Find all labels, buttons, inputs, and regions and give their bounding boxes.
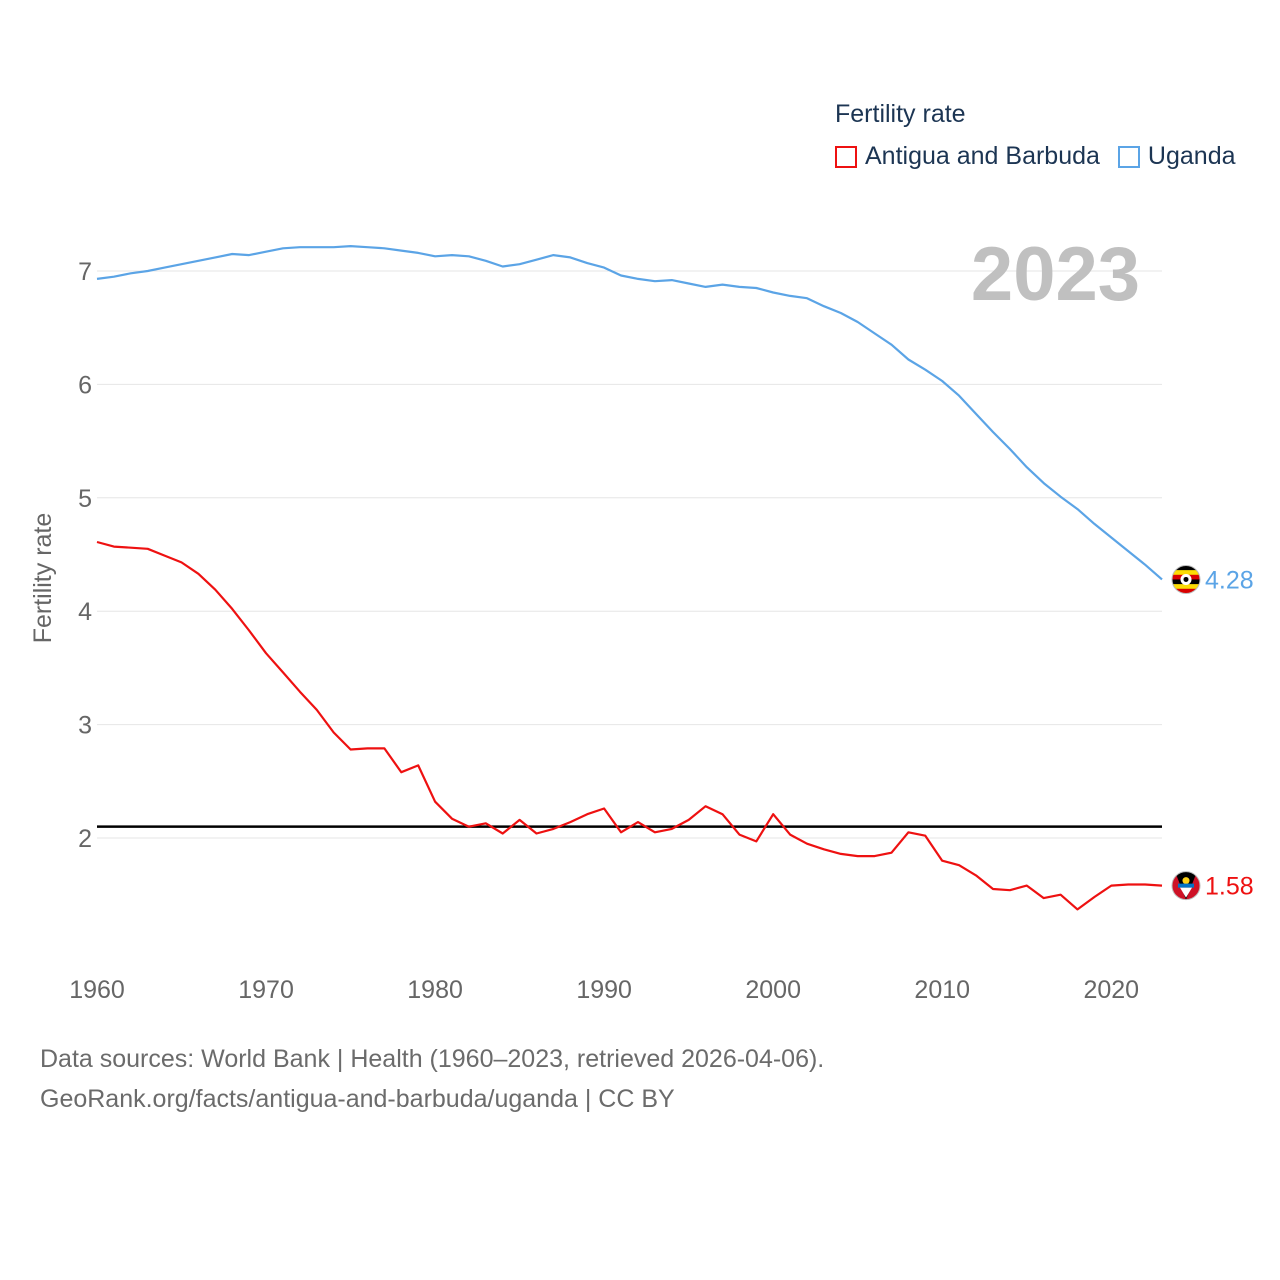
x-tick-label: 1990 bbox=[576, 976, 632, 1004]
end-markers: 1.58 4.28 bbox=[1171, 564, 1254, 901]
series-line-antigua-and-barbuda bbox=[96, 540, 1163, 911]
series-line-uganda bbox=[96, 245, 1163, 581]
legend-item-uganda[interactable]: Uganda bbox=[1117, 142, 1236, 171]
series-lines bbox=[96, 245, 1163, 911]
x-tick-label: 1960 bbox=[69, 976, 125, 1004]
year-label: 2023 bbox=[971, 232, 1140, 317]
y-tick-label: 2 bbox=[78, 825, 92, 853]
x-tick-label: 2000 bbox=[745, 976, 801, 1004]
legend-label-uganda: Uganda bbox=[1147, 142, 1236, 170]
x-tick-label: 1970 bbox=[238, 976, 294, 1004]
y-tick-label: 4 bbox=[78, 598, 92, 626]
legend: Antigua and Barbuda Uganda bbox=[835, 142, 1236, 171]
footer-link[interactable]: GeoRank.org/facts/antigua-and-barbuda/ug… bbox=[40, 1085, 675, 1113]
y-tick-label: 3 bbox=[78, 712, 92, 740]
y-tick-label: 5 bbox=[78, 485, 92, 513]
y-axis-ticks: 2 3 4 5 6 7 bbox=[78, 258, 92, 853]
legend-label-antigua: Antigua and Barbuda bbox=[865, 142, 1100, 170]
end-value-label: 1.58 bbox=[1205, 873, 1254, 901]
x-tick-label: 2010 bbox=[914, 976, 970, 1004]
y-tick-label: 7 bbox=[78, 258, 92, 286]
legend-swatch-uganda bbox=[1117, 145, 1140, 168]
footer-source: Data sources: World Bank | Health (1960–… bbox=[40, 1045, 825, 1073]
flag-antigua-and-barbuda-icon bbox=[1171, 871, 1201, 901]
end-value-label: 4.28 bbox=[1205, 566, 1254, 594]
x-axis-ticks: 1960 1970 1980 1990 2000 2010 2020 bbox=[69, 976, 1139, 1004]
x-tick-label: 1980 bbox=[407, 976, 463, 1004]
x-tick-label: 2020 bbox=[1083, 976, 1139, 1004]
flag-uganda-icon bbox=[1171, 564, 1201, 594]
legend-title: Fertility rate bbox=[835, 100, 966, 128]
y-axis-label: Fertility rate bbox=[29, 513, 57, 644]
legend-item-antigua[interactable]: Antigua and Barbuda bbox=[835, 142, 1100, 171]
y-tick-label: 6 bbox=[78, 371, 92, 399]
legend-swatch-antigua bbox=[835, 145, 857, 168]
gridlines bbox=[97, 270, 1162, 839]
